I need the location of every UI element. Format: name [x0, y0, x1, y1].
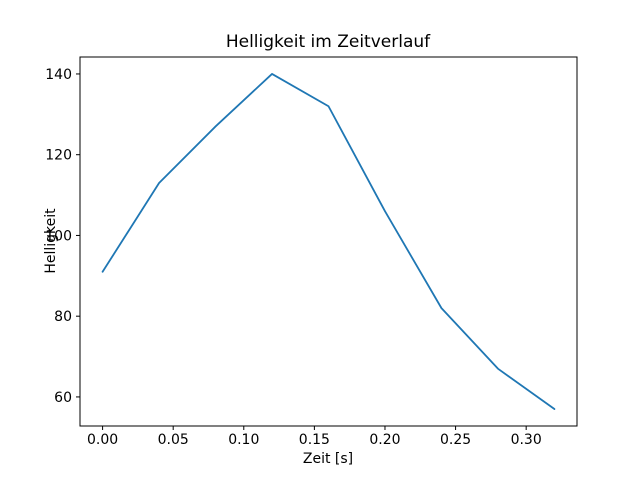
x-tick-label: 0.25 — [440, 432, 471, 448]
x-axis-label: Zeit [s] — [303, 451, 353, 467]
plot-frame — [79, 56, 578, 427]
chart-title: Helligkeit im Zeitverlauf — [226, 32, 431, 52]
x-tick-label: 0.00 — [87, 432, 118, 448]
x-tick-label: 0.10 — [228, 432, 259, 448]
plot-area: 0.00 0.05 0.10 0.15 0.20 0.25 0.30 60 80 100 120 14… — [45, 56, 578, 448]
x-tick-label: 0.15 — [299, 432, 330, 448]
y-tick-label: 80 — [54, 309, 72, 325]
x-tick-label: 0.05 — [158, 432, 189, 448]
y-tick-label: 120 — [45, 148, 72, 164]
y-tick-label: 140 — [45, 67, 72, 83]
x-tick-label: 0.30 — [511, 432, 542, 448]
y-tick-label: 100 — [45, 228, 72, 244]
data-line — [101, 73, 556, 410]
y-tick-label: 60 — [54, 390, 72, 406]
x-tick-label: 0.20 — [369, 432, 400, 448]
y-axis-label: Helligkeit — [43, 208, 59, 274]
chart-static-labels: Helligkeit im Zeitverlauf Zeit [s] Helli… — [43, 32, 431, 467]
